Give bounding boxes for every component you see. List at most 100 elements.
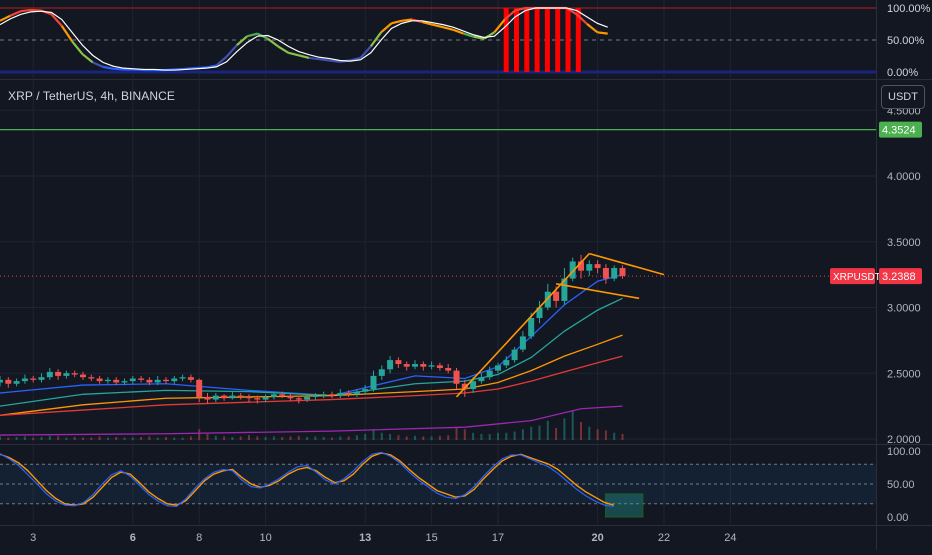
- candle-body: [578, 261, 584, 271]
- candle-body: [13, 381, 20, 384]
- volume-bar: [256, 436, 259, 440]
- volume-bar: [32, 437, 35, 440]
- volume-bar: [123, 437, 126, 440]
- volume-bar: [521, 429, 524, 440]
- moving-average-line: [0, 355, 623, 416]
- candle-body: [428, 365, 435, 367]
- overbought-bar: [544, 8, 550, 72]
- stoch-k-segment: [391, 19, 402, 25]
- stoch-k-segment: [9, 10, 22, 17]
- time-tick-label: 10: [259, 532, 271, 544]
- stoch-k-segment: [401, 18, 413, 22]
- candle-body: [246, 396, 252, 399]
- candle-body: [619, 268, 626, 276]
- currency-selector-button[interactable]: USDT: [881, 85, 925, 109]
- candle-body: [279, 394, 286, 396]
- candle-body: [436, 365, 443, 368]
- candle-body: [129, 378, 136, 382]
- stoch-d-line: [0, 7, 608, 71]
- stoch-k-segment: [50, 13, 63, 27]
- volume-bar: [57, 436, 60, 440]
- candle-body: [113, 379, 120, 383]
- volume-bar: [414, 435, 416, 440]
- stoch-k-segment: [432, 23, 444, 29]
- candle-body: [80, 374, 86, 378]
- candle-body: [287, 395, 294, 399]
- volume-bar: [405, 436, 408, 440]
- volume-bar: [339, 436, 342, 440]
- candle-body: [221, 395, 228, 399]
- candle-body: [412, 364, 418, 367]
- volume-bar: [223, 436, 226, 440]
- volume-bar: [355, 435, 358, 440]
- stoch-k-segment: [319, 58, 330, 62]
- stoch-k-segment: [267, 37, 279, 48]
- volume-bar: [181, 437, 184, 440]
- bottom-tick-label: 0.00: [887, 512, 908, 524]
- candle-body: [46, 371, 53, 378]
- stoch-k-segment: [205, 64, 217, 69]
- stoch-k-segment: [369, 31, 382, 48]
- candle-body: [611, 268, 618, 279]
- stoch-k-segment: [463, 32, 475, 38]
- volume-bar: [463, 429, 466, 440]
- moving-average-line: [0, 273, 623, 397]
- volume-bar: [530, 426, 533, 440]
- candle-body: [478, 377, 485, 382]
- pattern-trendline: [455, 253, 590, 398]
- stoch-k-segment: [92, 61, 104, 68]
- time-tick-label: 8: [196, 532, 202, 544]
- pattern-trendline: [555, 283, 640, 300]
- candle-body: [403, 364, 410, 367]
- volume-bar: [604, 430, 607, 440]
- volume-bar: [131, 437, 134, 440]
- candle-body: [38, 377, 45, 380]
- candle-body: [536, 307, 543, 319]
- volume-bar: [90, 437, 93, 440]
- candle-body: [486, 370, 493, 378]
- moving-average-line: [0, 334, 623, 416]
- candle-body: [362, 389, 369, 392]
- stoch-k-segment: [298, 54, 310, 59]
- symbol-tag: [830, 268, 875, 285]
- stoch-k-segment: [349, 56, 361, 62]
- stoch-k-line-bottom: [0, 452, 614, 506]
- candle-body: [21, 378, 28, 382]
- candle-body: [594, 264, 601, 269]
- volume-bar: [140, 437, 143, 440]
- volume-bar: [580, 422, 582, 440]
- stoch-k-segment: [246, 32, 258, 38]
- time-tick-label: 13: [359, 532, 371, 544]
- candle-body: [470, 381, 477, 390]
- stoch-k-segment: [60, 25, 74, 42]
- stoch-k-segment: [288, 51, 299, 57]
- candle-body: [154, 379, 161, 383]
- volume-bar: [289, 436, 292, 440]
- candle-body: [420, 364, 427, 367]
- overbought-bar: [534, 8, 540, 72]
- candle-body: [171, 378, 178, 382]
- volume-bar: [497, 432, 499, 440]
- stoch-k-segment: [236, 35, 248, 46]
- stoch-k-segment: [514, 6, 526, 12]
- overbought-bar: [575, 8, 581, 72]
- volume-bar: [389, 434, 392, 440]
- volume-bar: [480, 434, 483, 440]
- volume-bar: [472, 432, 475, 440]
- candle-body: [179, 377, 186, 379]
- volume-bar: [306, 437, 309, 440]
- candle-body: [0, 379, 3, 383]
- volume-bar: [297, 435, 300, 440]
- candle-body: [96, 378, 103, 382]
- candle-body: [71, 373, 78, 375]
- stoch-k-segment: [473, 35, 485, 40]
- volume-bar: [248, 435, 250, 440]
- candle-body: [212, 395, 219, 400]
- stoch-k-segment: [576, 13, 588, 25]
- candle-body: [55, 371, 62, 376]
- volume-bar: [148, 436, 151, 440]
- price-tick-label: 3.5000: [887, 237, 921, 249]
- stoch-k-segment: [565, 7, 578, 16]
